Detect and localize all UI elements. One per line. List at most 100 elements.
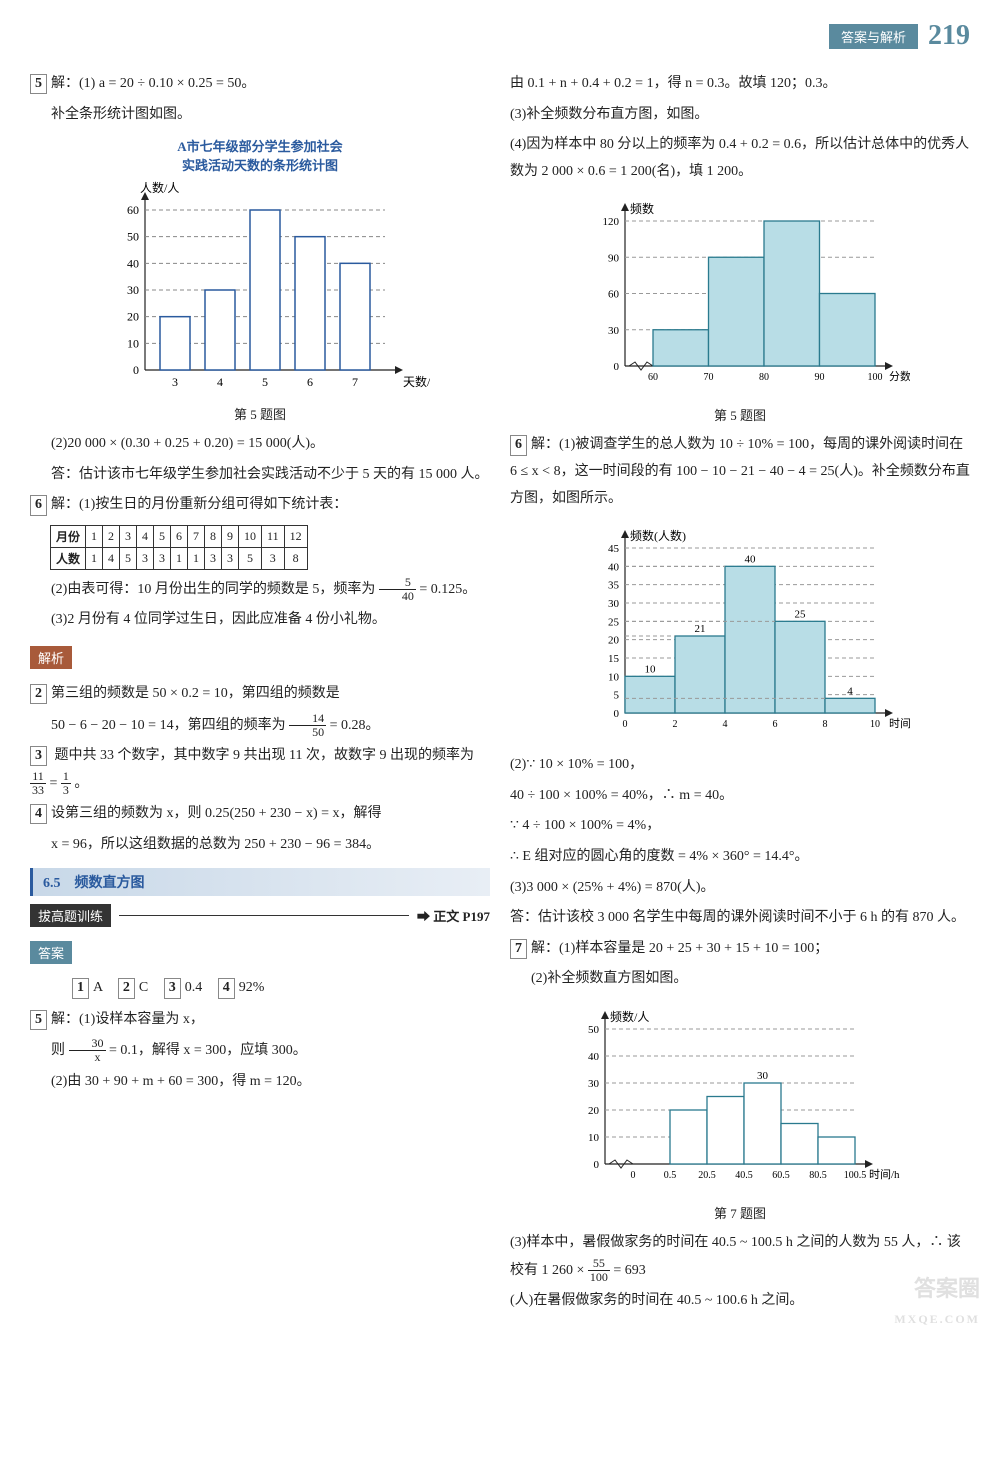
text: x = 96，所以这组数据的总数为 250 + 230 − 96 = 384。 (30, 832, 490, 859)
svg-text:60: 60 (648, 372, 658, 383)
svg-text:5: 5 (614, 690, 620, 702)
svg-text:40: 40 (608, 561, 620, 573)
text: (2)∵ 10 × 10% = 100， (510, 752, 970, 779)
svg-text:20: 20 (127, 310, 139, 324)
svg-text:60: 60 (608, 289, 620, 301)
text: 补全条形统计图如图。 (30, 102, 490, 129)
svg-text:40: 40 (588, 1051, 600, 1063)
svg-text:60.5: 60.5 (772, 1170, 790, 1181)
svg-text:15: 15 (608, 653, 620, 665)
chart4-caption: 第 7 题图 (510, 1203, 970, 1222)
svg-text:0: 0 (614, 361, 620, 373)
svg-text:80: 80 (759, 372, 769, 383)
svg-text:4: 4 (723, 719, 728, 730)
svg-text:0.5: 0.5 (664, 1170, 677, 1181)
svg-text:人数/人: 人数/人 (140, 180, 179, 195)
fraction: 30x (69, 1037, 106, 1064)
text: 解：(1) a = 20 ÷ 0.10 × 0.25 = 50。 (51, 76, 255, 91)
svg-text:10: 10 (588, 1132, 600, 1144)
svg-text:40.5: 40.5 (735, 1170, 753, 1181)
fraction: 55100 (588, 1257, 610, 1284)
text: 由 0.1 + n + 0.4 + 0.2 = 1，得 n = 0.3。故填 1… (510, 71, 970, 98)
svg-text:25: 25 (795, 608, 807, 620)
svg-text:时间/h: 时间/h (889, 717, 910, 730)
chart4: 102030405003000.520.540.560.580.5100.5频数… (510, 999, 970, 1199)
divider (119, 915, 409, 916)
text: (3)2 月份有 4 位同学过生日，因此应准备 4 份小礼物。 (30, 607, 490, 634)
svg-text:0: 0 (133, 363, 139, 377)
text: (2)补全频数直方图如图。 (510, 966, 970, 993)
qnum-6: 6 (30, 495, 47, 515)
svg-text:80.5: 80.5 (809, 1170, 827, 1181)
page-number: 219 (928, 20, 970, 52)
chart1-title: A市七年级部分学生参加社会 实践活动天数的条形统计图 (30, 136, 490, 174)
svg-text:50: 50 (588, 1024, 600, 1036)
text: ∴ E 组对应的圆心角的度数 = 4% × 360° = 14.4°。 (510, 844, 970, 871)
svg-text:45: 45 (608, 543, 620, 555)
answers-badge: 答案 (30, 941, 72, 964)
svg-text:5: 5 (262, 375, 268, 389)
chart1: 102030405060034567人数/人天数/天 (30, 180, 490, 400)
text: 50 − 6 − 20 − 10 = 14，第四组的频率为 1450 = 0.2… (30, 712, 490, 740)
svg-text:21: 21 (695, 623, 706, 635)
text: 40 ÷ 100 × 100% = 40%，∴ m = 40。 (510, 783, 970, 810)
qnum-4: 4 (30, 804, 47, 824)
text: 第三组的频数是 50 × 0.2 = 10，第四组的频数是 (51, 686, 340, 701)
chart3: 5101520253035404501021402540246810频数(人数)… (510, 518, 970, 748)
text: 设第三组的频数为 x，则 0.25(250 + 230 − x) = x，解得 (51, 806, 382, 821)
text: (2)由表可得：10 月份出生的同学的频数是 5，频率为 540 = 0.125… (30, 576, 490, 604)
svg-text:35: 35 (608, 580, 620, 592)
svg-text:100.5: 100.5 (844, 1170, 867, 1181)
svg-text:70: 70 (704, 372, 714, 383)
svg-text:10: 10 (870, 719, 880, 730)
subhead: 拔高题训练 (30, 904, 111, 927)
text: 解：(1)设样本容量为 x， (51, 1012, 204, 1027)
qnum-3: 3 (30, 746, 47, 766)
qnum-5: 5 (30, 74, 47, 94)
svg-text:30: 30 (757, 1070, 769, 1082)
text: (3)补全频数分布直方图，如图。 (510, 102, 970, 129)
text: 则 30x = 0.1，解得 x = 300，应填 300。 (30, 1037, 490, 1065)
text: (3)3 000 × (25% + 4%) = 870(人)。 (510, 875, 970, 902)
svg-text:10: 10 (645, 663, 657, 675)
watermark: 答案圈MXQE.COM (894, 1271, 980, 1329)
chart1-caption: 第 5 题图 (30, 404, 490, 423)
header-badge: 答案与解析 (829, 24, 918, 49)
svg-text:10: 10 (608, 671, 620, 683)
answers-row: 1A 2C 30.4 492% (60, 978, 490, 998)
svg-text:90: 90 (608, 253, 620, 265)
right-column: 由 0.1 + n + 0.4 + 0.2 = 1，得 n = 0.3。故填 1… (510, 67, 970, 1319)
fraction: 1133 (30, 770, 46, 797)
svg-text:4: 4 (847, 685, 853, 697)
text: 解：(1)被调查学生的总人数为 10 ÷ 10% = 100，每周的课外阅读时间… (510, 437, 970, 505)
text: 答：估计该市七年级学生参加社会实践活动不少于 5 天的有 15 000 人。 (30, 462, 490, 489)
ref-label: ➡ 正文 P197 (417, 906, 490, 925)
svg-text:7: 7 (352, 375, 358, 389)
svg-text:0: 0 (631, 1170, 636, 1181)
text: 解：(1)样本容量是 20 + 25 + 30 + 15 + 10 = 100； (531, 941, 828, 956)
svg-text:0: 0 (614, 708, 620, 720)
svg-text:25: 25 (608, 616, 620, 628)
fraction: 13 (61, 770, 71, 797)
svg-text:20: 20 (588, 1105, 600, 1117)
qnum-5b: 5 (30, 1010, 47, 1030)
svg-text:8: 8 (823, 719, 828, 730)
svg-text:40: 40 (745, 553, 757, 565)
svg-text:2: 2 (673, 719, 678, 730)
svg-text:50: 50 (127, 230, 139, 244)
fraction: 540 (379, 576, 416, 603)
left-column: 5 解：(1) a = 20 ÷ 0.10 × 0.25 = 50。 补全条形统计… (30, 67, 490, 1319)
svg-text:30: 30 (127, 283, 139, 297)
svg-text:频数/人: 频数/人 (610, 1009, 649, 1024)
svg-text:90: 90 (815, 372, 825, 383)
text: 题中共 33 个数字，其中数字 9 共出现 11 次，故数字 9 出现的频率为 (55, 748, 474, 763)
svg-text:0: 0 (594, 1159, 600, 1171)
svg-text:100: 100 (868, 372, 883, 383)
fraction: 1450 (289, 712, 326, 739)
svg-text:天数/天: 天数/天 (403, 374, 430, 389)
svg-text:6: 6 (307, 375, 313, 389)
text: 答：估计该校 3 000 名学生中每周的课外阅读时间不小于 6 h 的有 870… (510, 905, 970, 932)
svg-text:20: 20 (608, 635, 620, 647)
text: (2)20 000 × (0.30 + 0.25 + 0.20) = 15 00… (30, 431, 490, 458)
svg-text:30: 30 (608, 598, 620, 610)
